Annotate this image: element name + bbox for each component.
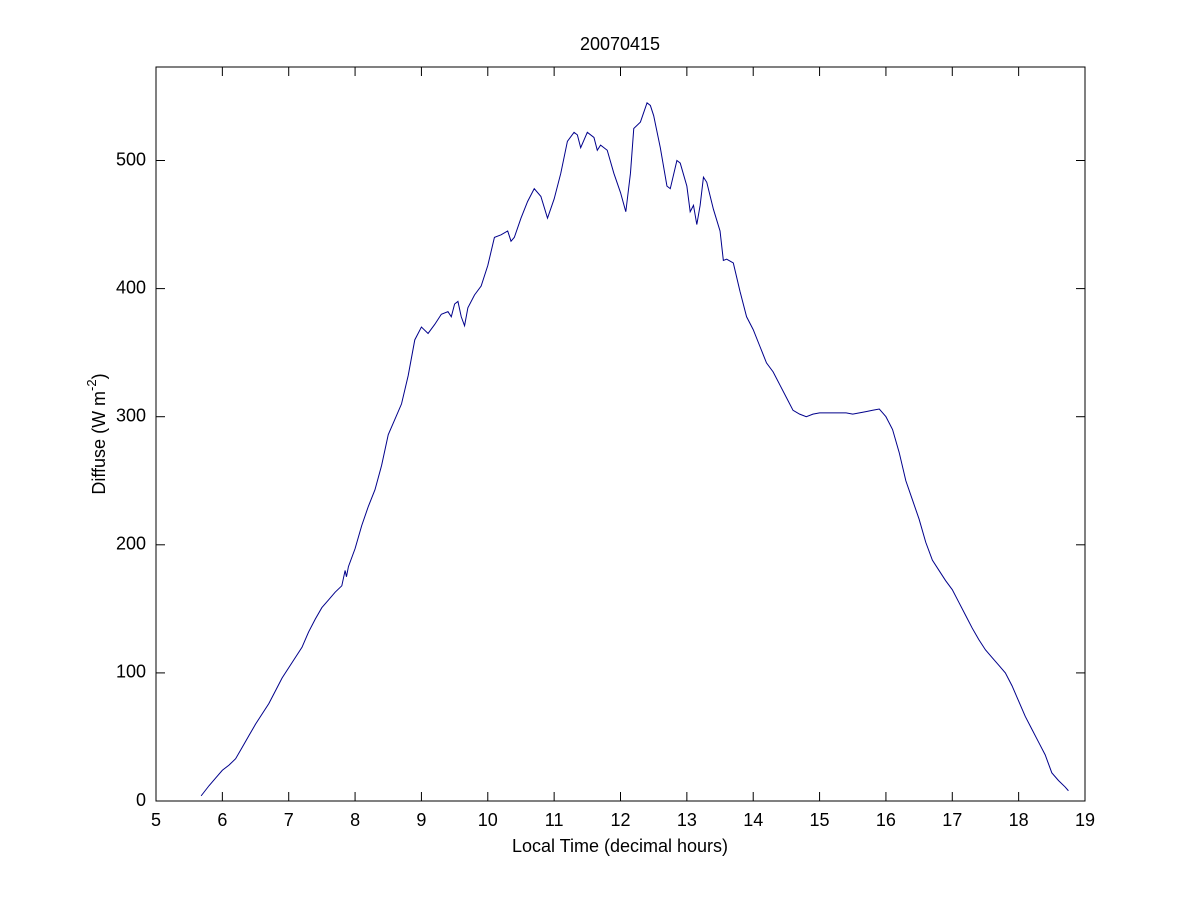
y-label-suffix: ) xyxy=(89,373,109,379)
y-tick-label: 100 xyxy=(116,662,146,682)
data-line xyxy=(200,102,1069,797)
y-axis-label: Diffuse (W m-2) xyxy=(84,373,108,494)
x-tick-label: 12 xyxy=(610,810,630,830)
x-tick-label: 18 xyxy=(1009,810,1029,830)
x-tick-label: 19 xyxy=(1075,810,1095,830)
y-tick-label: 0 xyxy=(136,790,146,810)
y-tick-label: 400 xyxy=(116,277,146,297)
x-tick-label: 15 xyxy=(810,810,830,830)
x-tick-label: 16 xyxy=(876,810,896,830)
x-tick-label: 17 xyxy=(942,810,962,830)
x-axis-label: Local Time (decimal hours) xyxy=(512,836,728,856)
x-tick-label: 11 xyxy=(545,810,564,830)
x-tick-label: 13 xyxy=(677,810,697,830)
x-tick-label: 5 xyxy=(151,810,161,830)
y-label-text: Diffuse (W m xyxy=(89,391,109,495)
x-tick-label: 7 xyxy=(284,810,294,830)
x-tick-label: 8 xyxy=(350,810,360,830)
x-tick-label: 6 xyxy=(217,810,227,830)
y-tick-label: 300 xyxy=(116,405,146,425)
x-tick-label: 10 xyxy=(478,810,498,830)
y-tick-label: 200 xyxy=(116,534,146,554)
chart-title: 20070415 xyxy=(580,34,660,54)
y-label-superscript: -2 xyxy=(84,379,99,391)
y-tick-label: 500 xyxy=(116,149,146,169)
x-tick-label: 9 xyxy=(416,810,426,830)
x-tick-label: 14 xyxy=(743,810,763,830)
